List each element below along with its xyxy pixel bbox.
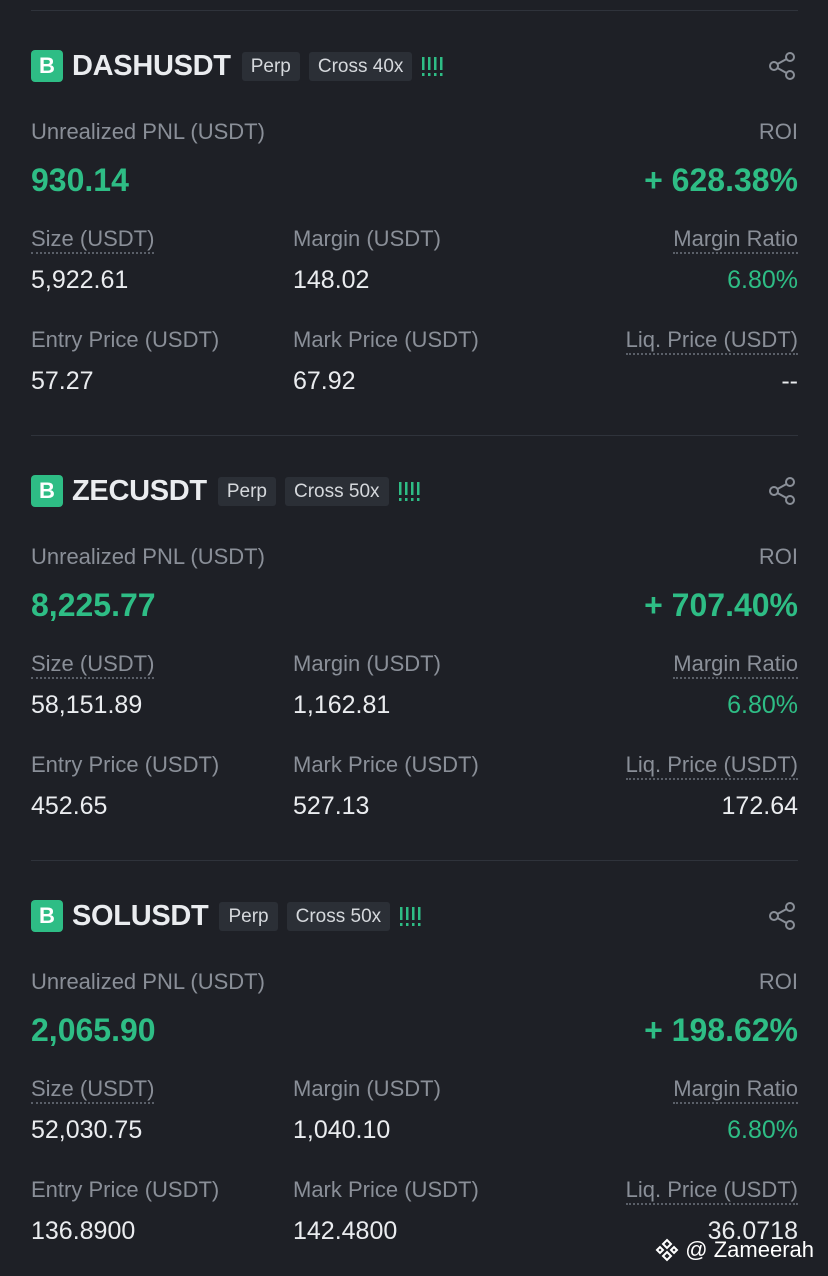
roi-label: ROI xyxy=(758,119,798,144)
field-label: Mark Price (USDT) xyxy=(293,752,479,777)
roi-value: + 198.62% xyxy=(644,1012,798,1048)
field-label: Margin (USDT) xyxy=(293,226,441,251)
field-label: Margin Ratio xyxy=(673,653,798,679)
field-label: Margin Ratio xyxy=(673,228,798,254)
pnl-label: Unrealized PNL (USDT) xyxy=(31,544,265,569)
roi-label: ROI xyxy=(758,969,798,994)
field-value: 57.27 xyxy=(31,367,94,395)
field-label: Margin (USDT) xyxy=(293,651,441,676)
field-value: 6.80% xyxy=(727,1116,798,1144)
margin-mode: Cross 50x xyxy=(286,901,391,931)
field-label: Entry Price (USDT) xyxy=(31,1177,220,1202)
divider xyxy=(31,435,798,436)
share-button[interactable] xyxy=(767,901,797,931)
field-label: Size (USDT) xyxy=(31,228,155,254)
field-value: 5,922.61 xyxy=(31,266,129,294)
signal-indicator xyxy=(400,907,421,926)
divider xyxy=(31,860,798,861)
contract-type: Perp xyxy=(219,901,278,931)
roi-label: ROI xyxy=(758,544,798,569)
position-header: B SOLUSDT Perp Cross 50x xyxy=(31,900,425,932)
roi-value: + 628.38% xyxy=(644,162,798,198)
field-label: Margin (USDT) xyxy=(293,1076,441,1101)
pnl-value: 2,065.90 xyxy=(31,1012,156,1048)
field-value: 1,162.81 xyxy=(293,691,391,719)
symbol: DASHUSDT xyxy=(72,49,231,82)
field-value: 6.80% xyxy=(727,691,798,719)
contract-type: Perp xyxy=(217,476,276,506)
pnl-value: 8,225.77 xyxy=(31,587,156,623)
share-button[interactable] xyxy=(767,476,797,506)
field-value: 172.64 xyxy=(721,792,798,820)
field-value: 58,151.89 xyxy=(31,691,143,719)
field-label: Margin Ratio xyxy=(673,1078,798,1104)
coin-badge: B xyxy=(31,900,63,932)
margin-mode: Cross 50x xyxy=(284,476,389,506)
contract-type: Perp xyxy=(241,51,300,81)
field-label: Mark Price (USDT) xyxy=(293,327,479,352)
field-label: Liq. Price (USDT) xyxy=(625,329,798,355)
field-label: Size (USDT) xyxy=(31,653,155,679)
coin-badge: B xyxy=(31,50,63,82)
position-header: B DASHUSDT Perp Cross 40x xyxy=(31,50,447,82)
field-label: Size (USDT) xyxy=(31,1078,155,1104)
field-value: 67.92 xyxy=(293,367,356,395)
pnl-label: Unrealized PNL (USDT) xyxy=(31,969,265,994)
coin-badge: B xyxy=(31,475,63,507)
divider xyxy=(31,10,798,11)
field-value: 6.80% xyxy=(727,266,798,294)
field-value: 527.13 xyxy=(293,792,370,820)
watermark-text: @ Zameerah xyxy=(685,1237,814,1262)
field-label: Liq. Price (USDT) xyxy=(625,754,798,780)
roi-value: + 707.40% xyxy=(644,587,798,623)
signal-indicator xyxy=(398,482,420,501)
field-value: 36.0718 xyxy=(707,1217,798,1245)
signal-indicator xyxy=(422,57,443,76)
field-label: Entry Price (USDT) xyxy=(31,752,220,777)
field-value: 52,030.75 xyxy=(31,1116,143,1144)
pnl-label: Unrealized PNL (USDT) xyxy=(31,119,265,144)
field-value: 148.02 xyxy=(293,266,370,294)
field-value: 136.8900 xyxy=(31,1217,136,1245)
field-label: Liq. Price (USDT) xyxy=(625,1179,798,1205)
watermark: @ Zameerah xyxy=(655,1238,814,1262)
symbol: ZECUSDT xyxy=(72,474,207,507)
field-value: 142.4800 xyxy=(293,1217,398,1245)
symbol: SOLUSDT xyxy=(72,899,209,932)
pnl-value: 930.14 xyxy=(31,162,129,198)
field-value: -- xyxy=(781,367,798,395)
field-label: Entry Price (USDT) xyxy=(31,327,220,352)
position-header: B ZECUSDT Perp Cross 50x xyxy=(31,475,424,507)
share-button[interactable] xyxy=(767,51,797,81)
field-value: 1,040.10 xyxy=(293,1116,391,1144)
field-label: Mark Price (USDT) xyxy=(293,1177,479,1202)
watermark-icon xyxy=(655,1238,679,1262)
margin-mode: Cross 40x xyxy=(308,51,413,81)
field-value: 452.65 xyxy=(31,792,108,820)
